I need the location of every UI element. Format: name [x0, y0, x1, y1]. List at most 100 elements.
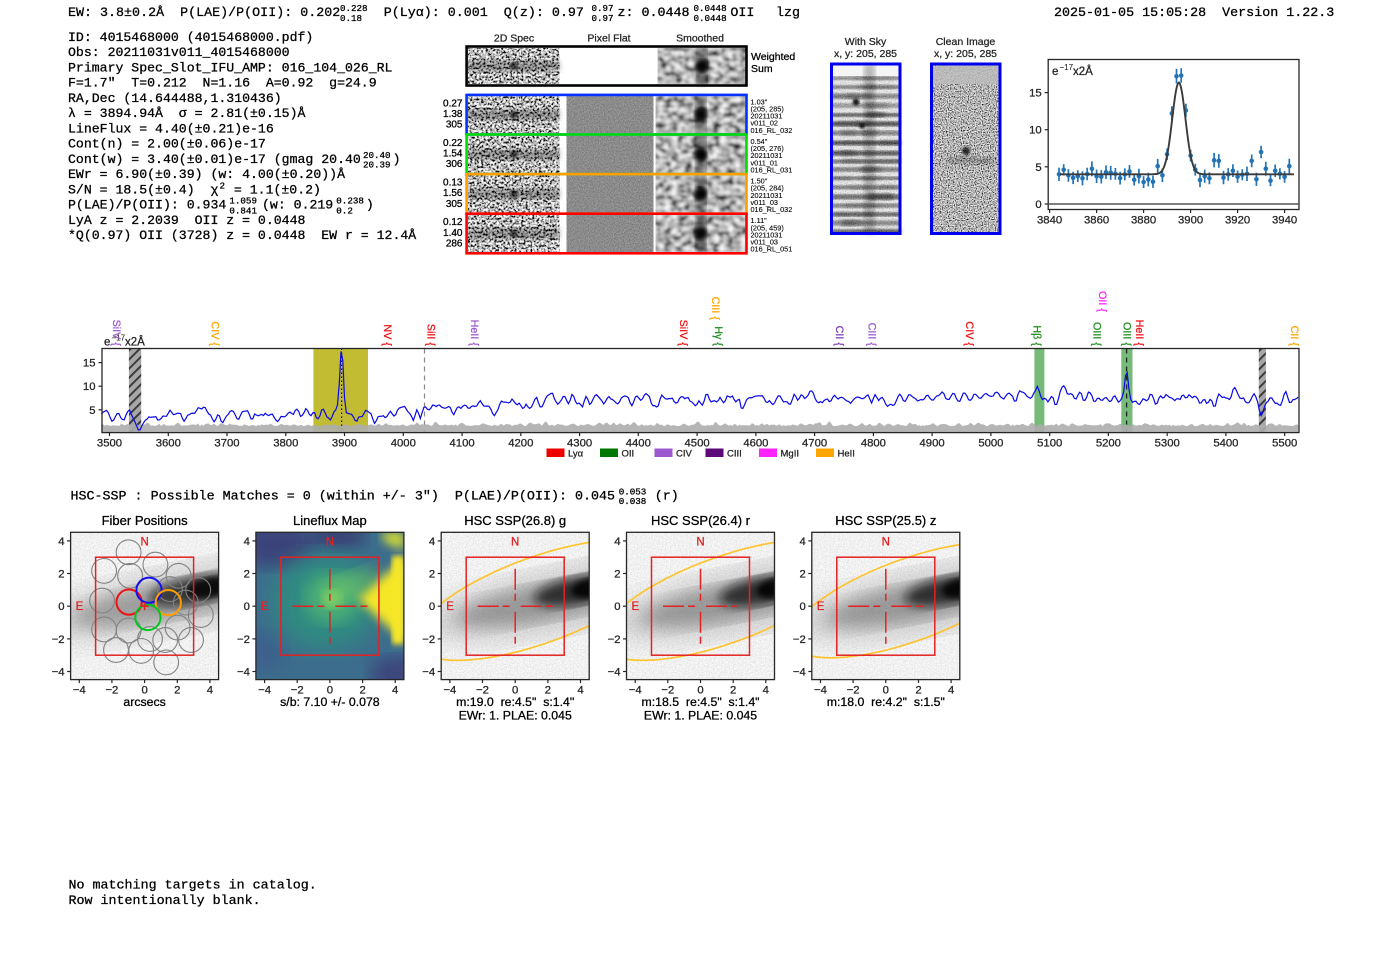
- svg-text:0.2: 0.2: [336, 205, 353, 216]
- svg-text:2: 2: [730, 685, 736, 697]
- svg-text:CIII: CIII: [727, 449, 742, 460]
- svg-text:0.13: 0.13: [443, 178, 463, 189]
- svg-text:0.0448: 0.0448: [694, 3, 727, 14]
- svg-text:Cont(w) = 3.40(±0.01)e-17 (gma: Cont(w) = 3.40(±0.01)e-17 (gmag 20.40: [68, 152, 361, 167]
- svg-text:2D Spec: 2D Spec: [494, 33, 534, 45]
- svg-text:N: N: [326, 537, 334, 549]
- svg-text:lzg: lzg: [776, 6, 800, 21]
- svg-text:−2: −2: [291, 685, 304, 697]
- svg-text:HSC SSP(25.5) z: HSC SSP(25.5) z: [835, 513, 936, 528]
- svg-text:−2: −2: [847, 685, 860, 697]
- svg-text:SiIV {: SiIV {: [110, 320, 122, 347]
- svg-text:0: 0: [244, 601, 250, 613]
- svg-text:4200: 4200: [508, 438, 533, 450]
- svg-text:4: 4: [948, 685, 954, 697]
- svg-text:−4: −4: [793, 667, 806, 679]
- svg-text:20.39: 20.39: [363, 160, 391, 171]
- svg-text:4: 4: [207, 685, 213, 697]
- svg-text:x, y: 205, 285: x, y: 205, 285: [934, 48, 997, 60]
- svg-text:SiIV {: SiIV {: [677, 320, 689, 347]
- svg-text:0.053: 0.053: [619, 487, 647, 498]
- svg-text:EWr: 1. PLAE: 0.045: EWr: 1. PLAE: 0.045: [459, 709, 572, 723]
- svg-text:3700: 3700: [214, 438, 239, 450]
- svg-text:5100: 5100: [1037, 438, 1062, 450]
- svg-text:10: 10: [83, 381, 96, 393]
- svg-text:CIV {: CIV {: [963, 321, 975, 346]
- svg-text:15: 15: [1029, 88, 1042, 100]
- svg-text:S/N = 18.5(±0.4) χ: S/N = 18.5(±0.4) χ: [68, 182, 218, 197]
- svg-text:−4: −4: [52, 667, 65, 679]
- svg-text:2025-01-05 15:05:28 Version 1: 2025-01-05 15:05:28 Version 1.22.3: [1054, 6, 1334, 21]
- svg-text:3500: 3500: [97, 438, 122, 450]
- svg-text:3940: 3940: [1272, 215, 1297, 227]
- svg-text:−4: −4: [629, 685, 642, 697]
- svg-text:s/b: 7.10 +/- 0.078: s/b: 7.10 +/- 0.078: [280, 695, 380, 709]
- svg-text:4: 4: [800, 536, 806, 548]
- svg-text:−4: −4: [422, 667, 435, 679]
- svg-text:E: E: [261, 601, 269, 613]
- svg-text:2: 2: [545, 685, 551, 697]
- svg-text:CIII {: CIII {: [866, 323, 878, 347]
- svg-text:Obs: 20211031v011_4015468000: Obs: 20211031v011_4015468000: [68, 45, 290, 60]
- svg-text:EWr: 1. PLAE: 0.045: EWr: 1. PLAE: 0.045: [644, 709, 757, 723]
- svg-text:4600: 4600: [743, 438, 768, 450]
- svg-text:Smoothed: Smoothed: [676, 33, 724, 45]
- svg-text:3880: 3880: [1131, 215, 1156, 227]
- svg-text:OII {: OII {: [1096, 291, 1108, 312]
- svg-text:20211031: 20211031: [751, 230, 783, 239]
- svg-text:2: 2: [800, 569, 806, 581]
- svg-text:2: 2: [359, 685, 365, 697]
- svg-text:−2: −2: [105, 685, 118, 697]
- svg-text:E: E: [817, 601, 825, 613]
- svg-text:ID: 4015468000 (4015468000.pdf: ID: 4015468000 (4015468000.pdf): [68, 30, 313, 45]
- svg-text:LyA z = 2.2039 OII z = 0.0448: LyA z = 2.2039 OII z = 0.0448: [68, 213, 305, 228]
- svg-text:−4: −4: [258, 685, 271, 697]
- svg-text:Pixel Flat: Pixel Flat: [587, 33, 630, 45]
- svg-text:−2: −2: [52, 634, 65, 646]
- svg-text:2: 2: [174, 685, 180, 697]
- svg-text:Weighted: Weighted: [751, 51, 795, 63]
- svg-text:3840: 3840: [1037, 215, 1062, 227]
- svg-text:0.54": 0.54": [751, 137, 768, 146]
- svg-text:0.238: 0.238: [336, 196, 364, 207]
- svg-text:): ): [366, 198, 374, 213]
- svg-text:v011_01: v011_01: [751, 158, 778, 167]
- svg-text:4: 4: [763, 685, 769, 697]
- svg-text:0.97: 0.97: [592, 3, 614, 14]
- svg-text:CIII {: CIII {: [709, 297, 721, 321]
- svg-text:−2: −2: [661, 685, 674, 697]
- svg-text:016_RL_031: 016_RL_031: [751, 165, 793, 174]
- svg-text:P(LAE)/P(OII): 0.934: P(LAE)/P(OII): 0.934: [68, 198, 226, 213]
- svg-text:0.22: 0.22: [443, 138, 463, 149]
- svg-text:0.038: 0.038: [619, 496, 647, 507]
- svg-text:0: 0: [1035, 199, 1041, 211]
- svg-text:e: e: [1052, 66, 1058, 78]
- svg-text:(w: 0.219: (w: 0.219: [262, 198, 333, 213]
- svg-text:3920: 3920: [1225, 215, 1250, 227]
- svg-text:4700: 4700: [802, 438, 827, 450]
- svg-text:1.059: 1.059: [229, 196, 257, 207]
- svg-text:N: N: [696, 537, 704, 549]
- svg-text:SiII {: SiII {: [425, 324, 437, 347]
- svg-text:−2: −2: [237, 634, 250, 646]
- svg-text:Fiber Positions: Fiber Positions: [102, 513, 188, 528]
- svg-text:0.18: 0.18: [340, 13, 362, 24]
- svg-text:*Q(0.97) OII (3728) z = 0.0448: *Q(0.97) OII (3728) z = 0.0448 EW r = 12…: [68, 228, 416, 243]
- svg-text:4400: 4400: [626, 438, 651, 450]
- svg-text:5200: 5200: [1096, 438, 1121, 450]
- svg-text:0: 0: [141, 685, 147, 697]
- svg-text:20211031: 20211031: [751, 112, 783, 121]
- svg-text:E: E: [632, 601, 640, 613]
- svg-text:305: 305: [446, 199, 463, 210]
- svg-text:0: 0: [512, 685, 518, 697]
- svg-text:0: 0: [697, 685, 703, 697]
- svg-text:3600: 3600: [156, 438, 181, 450]
- svg-text:−4: −4: [237, 667, 250, 679]
- svg-text:0: 0: [800, 601, 806, 613]
- svg-text:HSC SSP(26.8) g: HSC SSP(26.8) g: [464, 513, 566, 528]
- svg-text:−2: −2: [476, 685, 489, 697]
- svg-text:0.27: 0.27: [443, 98, 463, 109]
- svg-text:286: 286: [446, 238, 463, 249]
- svg-text:−2: −2: [608, 634, 621, 646]
- svg-text:1.03": 1.03": [751, 97, 768, 106]
